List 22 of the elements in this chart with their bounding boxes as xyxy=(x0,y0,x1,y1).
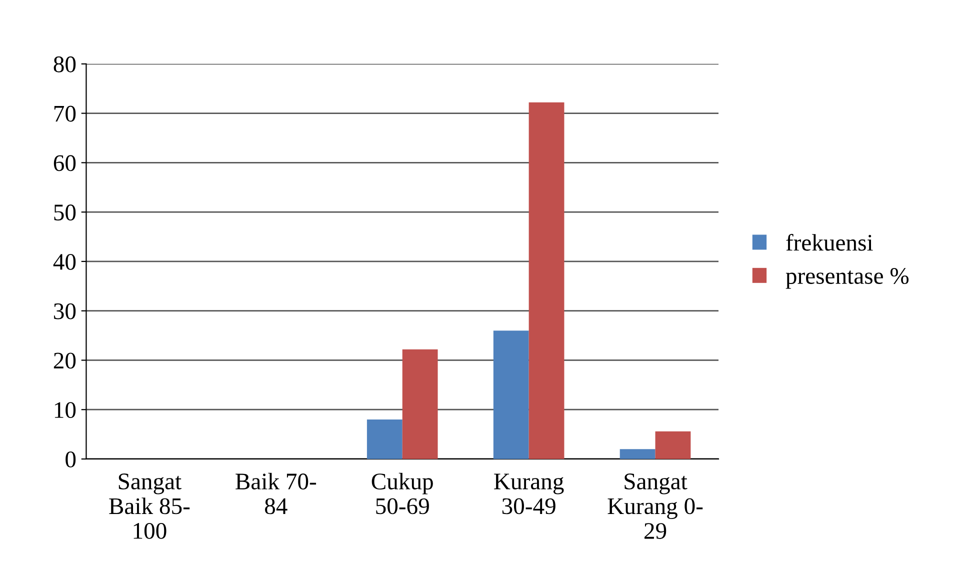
y-tick-label: 10 xyxy=(54,402,76,418)
bar xyxy=(402,349,438,459)
y-tick-label: 80 xyxy=(54,56,76,72)
bar xyxy=(493,330,529,459)
y-tick-label: 60 xyxy=(54,155,76,172)
bar xyxy=(366,419,402,459)
bar xyxy=(655,431,691,459)
x-tick-label: Sangat Kurang 0- 29 xyxy=(608,474,703,539)
y-tick-label: 70 xyxy=(54,106,76,122)
y-tick-label: 30 xyxy=(54,303,76,320)
x-tick-label: Baik 70- 84 xyxy=(236,472,316,514)
bar xyxy=(620,449,656,459)
x-tick-label: Sangat Baik 85- 100 xyxy=(109,474,190,539)
x-tick-label: Cukup 50-69 xyxy=(372,472,433,514)
legend-label: frekuensi xyxy=(786,234,873,251)
x-tick-label: Kurang 30-49 xyxy=(494,474,564,514)
y-tick-label: 0 xyxy=(66,451,76,468)
legend-label: presentase % xyxy=(786,268,909,289)
y-tick-label: 50 xyxy=(54,204,76,220)
y-tick-label: 20 xyxy=(54,352,76,369)
bar xyxy=(528,102,564,459)
y-tick-label: 40 xyxy=(53,254,76,270)
